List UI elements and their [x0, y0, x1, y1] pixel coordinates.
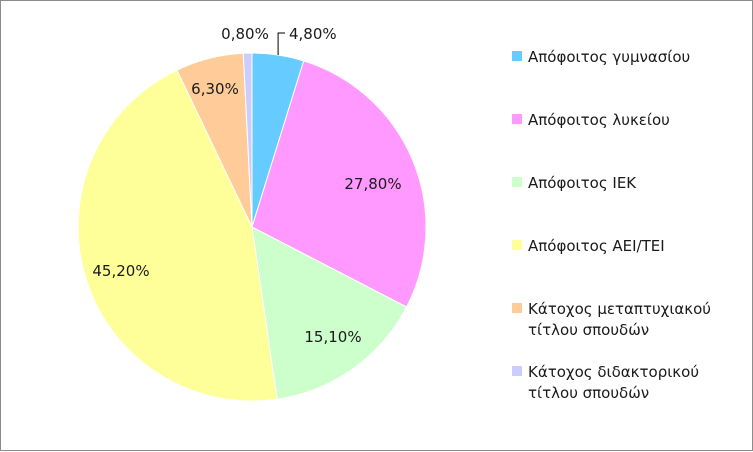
legend-label-2: Απόφοιτος λυκείου [528, 111, 670, 129]
slice-6 [242, 52, 253, 228]
slice-4 [77, 69, 278, 402]
legend-swatch-4 [512, 240, 522, 250]
legend-label-5: Κάτοχος μεταπτυχιακού τίτλου σπουδών [528, 300, 711, 339]
leader-lines [277, 32, 285, 55]
slice-2 [251, 60, 427, 308]
legend-label-6: Κάτοχος διδακτορικού τίτλου σπουδών [528, 363, 699, 402]
legend-swatch-1 [512, 51, 522, 61]
legend-label-3: Απόφοιτος ΙΕΚ [528, 174, 637, 192]
legend-item-2: Απόφοιτος λυκείου [512, 111, 670, 129]
legend-swatch-5 [512, 303, 522, 313]
data-label-6: 0,80% [221, 25, 269, 43]
leader-line-1 [277, 32, 285, 55]
data-labels: 4,80% 27,80% 15,10% 45,20% 6,30% 0,80% [92, 25, 401, 346]
legend-item-1: Απόφοιτος γυμνασίου [512, 48, 690, 66]
data-label-5: 6,30% [191, 80, 239, 98]
legend-label-1: Απόφοιτος γυμνασίου [528, 48, 690, 66]
legend: Απόφοιτος γυμνασίου Απόφοιτος λυκείου Απόφ… [512, 48, 711, 402]
legend-swatch-2 [512, 114, 522, 124]
legend-swatch-3 [512, 177, 522, 187]
legend-item-4: Απόφοιτος ΑΕΙ/ΤΕΙ [512, 237, 665, 255]
data-label-2: 27,80% [344, 175, 401, 193]
legend-label-4: Απόφοιτος ΑΕΙ/ΤΕΙ [528, 237, 665, 255]
legend-item-6: Κάτοχος διδακτορικού τίτλου σπουδών [512, 363, 699, 402]
data-label-4: 45,20% [92, 262, 149, 280]
legend-swatch-6 [512, 366, 522, 376]
pie-slices [77, 52, 427, 402]
data-label-3: 15,10% [304, 328, 361, 346]
data-label-1: 4,80% [289, 25, 337, 43]
legend-item-5: Κάτοχος μεταπτυχιακού τίτλου σπουδών [512, 300, 711, 339]
slice-3 [251, 226, 408, 400]
legend-item-3: Απόφοιτος ΙΕΚ [512, 174, 637, 192]
